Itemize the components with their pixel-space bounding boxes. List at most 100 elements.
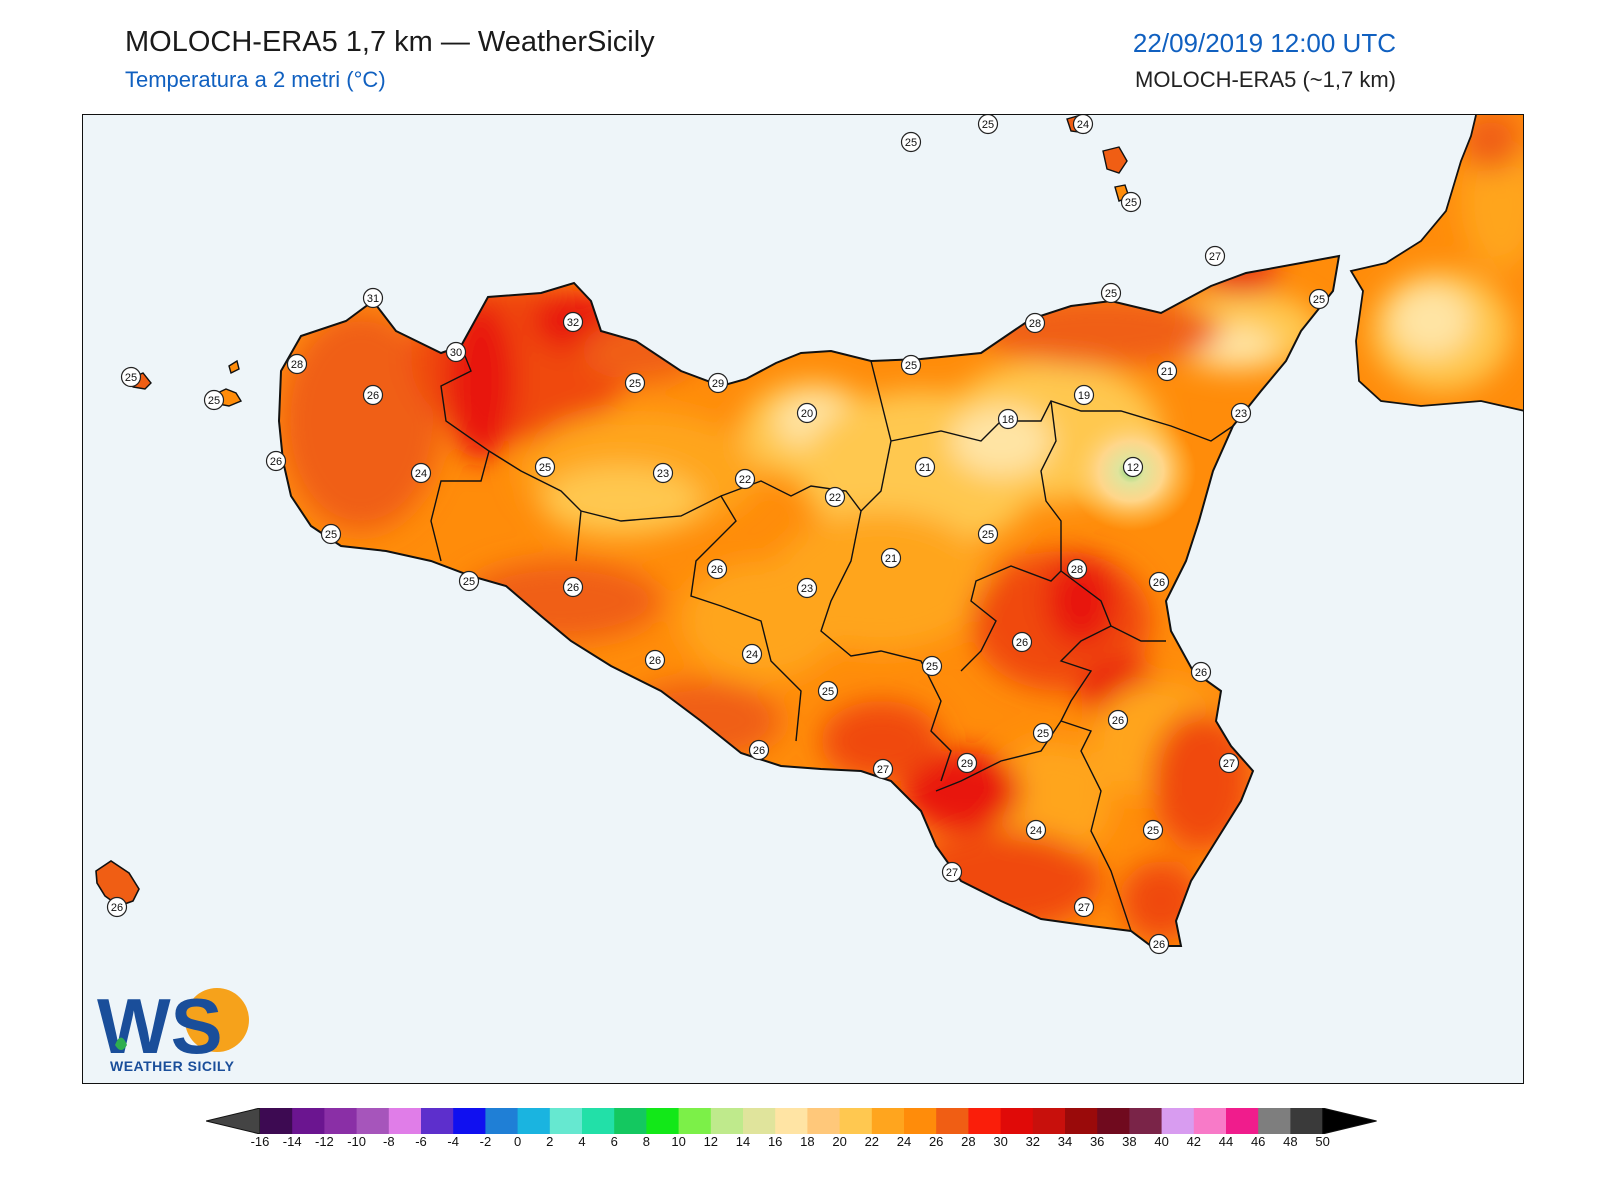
colorbar-segment <box>260 1108 293 1134</box>
colorbar-segment <box>549 1108 583 1134</box>
station-value: 26 <box>1153 577 1165 589</box>
colorbar-segment <box>936 1108 969 1134</box>
colorbar-tick-label: -4 <box>447 1134 459 1149</box>
station-marker: 25 <box>1308 288 1330 310</box>
station-circle <box>362 287 384 309</box>
colorbar-segment <box>1161 1108 1195 1134</box>
station-circle <box>1100 282 1122 304</box>
station-circle <box>1066 558 1088 580</box>
station-circle <box>1190 661 1212 683</box>
station-value: 25 <box>539 462 551 474</box>
station-marker: 29 <box>707 372 729 394</box>
station-circle <box>362 384 384 406</box>
station-circle <box>1230 402 1252 424</box>
station-marker: 19 <box>1073 384 1095 406</box>
colorbar-segment <box>582 1108 615 1134</box>
station-value: 26 <box>1016 637 1028 649</box>
station-circle <box>120 366 142 388</box>
colorbar-segment <box>678 1108 712 1134</box>
colorbar-tick-label: -12 <box>314 1134 334 1149</box>
station-marker: 25 <box>817 680 839 702</box>
station-marker: 26 <box>1190 661 1212 683</box>
station-circle <box>458 570 480 592</box>
station-marker: 24 <box>741 643 763 665</box>
colorbar-segment <box>743 1108 776 1134</box>
station-value: 26 <box>111 902 123 914</box>
station-value: 31 <box>367 293 379 305</box>
colorbar-tick-label: 12 <box>703 1134 719 1149</box>
colorbar-tick-label: -16 <box>250 1134 270 1149</box>
colorbar-tick-label: 18 <box>800 1134 815 1149</box>
station-circle <box>203 389 225 411</box>
station-value: 29 <box>712 378 724 390</box>
calabria-coastline <box>1349 115 1523 412</box>
map-canvas: 25 25 24 25 27 25 25 28 21 25 19 18 23 12 21 25 28 26 21 26… <box>83 115 1523 1083</box>
station-value: 20 <box>801 408 813 420</box>
station-marker: 25 <box>977 523 999 545</box>
station-marker: 25 <box>534 456 556 478</box>
colorbar-tick-label: -2 <box>479 1134 492 1149</box>
station-value: 25 <box>463 576 475 588</box>
station-marker: 25 <box>977 115 999 135</box>
station-value: 25 <box>1125 197 1137 209</box>
station-circle <box>534 456 556 478</box>
sun-icon <box>185 988 249 1052</box>
map-subtitle: Temperatura a 2 metri (°C) <box>125 67 386 92</box>
station-value: 25 <box>982 529 994 541</box>
station-marker: 26 <box>1148 571 1170 593</box>
map-datetime: 22/09/2019 12:00 UTC <box>1132 28 1396 58</box>
station-marker: 21 <box>1156 360 1178 382</box>
station-circle <box>1156 360 1178 382</box>
station-circle <box>1120 191 1142 213</box>
station-value: 26 <box>753 745 765 757</box>
station-marker: 20 <box>796 402 818 424</box>
station-value: 18 <box>1002 414 1014 426</box>
station-marker: 21 <box>880 547 902 569</box>
station-marker: 28 <box>1066 558 1088 580</box>
station-circle <box>644 649 666 671</box>
station-marker: 25 <box>1120 191 1142 213</box>
station-marker: 25 <box>624 372 646 394</box>
colorbar-segment <box>324 1108 358 1134</box>
colorbar-segment <box>1258 1108 1291 1134</box>
station-circle <box>872 758 894 780</box>
station-value: 28 <box>1071 564 1083 576</box>
station-marker: 25 <box>900 354 922 376</box>
station-value: 25 <box>822 686 834 698</box>
station-circle <box>748 739 770 761</box>
station-circle <box>410 462 432 484</box>
station-marker: 27 <box>872 758 894 780</box>
station-circle <box>824 486 846 508</box>
station-value: 25 <box>629 378 641 390</box>
colorbar-segment <box>356 1108 390 1134</box>
station-marker: 31 <box>362 287 384 309</box>
station-value: 26 <box>711 564 723 576</box>
station-circle <box>106 896 128 918</box>
station-marker: 23 <box>796 577 818 599</box>
station-value: 28 <box>291 359 303 371</box>
colorbar-tick-label: 0 <box>513 1134 522 1149</box>
station-value: 26 <box>270 456 282 468</box>
station-marker: 26 <box>1107 709 1129 731</box>
station-circle <box>1142 819 1164 841</box>
colorbar <box>206 1108 1377 1134</box>
station-marker: 25 <box>458 570 480 592</box>
colorbar-tick-label: 46 <box>1250 1134 1266 1149</box>
station-circle <box>652 462 674 484</box>
station-value: 19 <box>1078 390 1090 402</box>
station-value: 27 <box>1223 758 1235 770</box>
station-value: 21 <box>1161 366 1173 378</box>
station-value: 25 <box>926 661 938 673</box>
station-circle <box>1025 819 1047 841</box>
station-value: 24 <box>415 468 427 480</box>
station-marker: 21 <box>914 456 936 478</box>
station-value: 23 <box>657 468 669 480</box>
station-value: 25 <box>125 372 137 384</box>
station-circle <box>1204 245 1226 267</box>
colorbar-segment <box>807 1108 841 1134</box>
drop-icon <box>115 1037 127 1050</box>
station-circle <box>1308 288 1330 310</box>
station-value: 25 <box>905 360 917 372</box>
station-marker: 18 <box>997 408 1019 430</box>
colorbar-tick-label: 10 <box>671 1134 686 1149</box>
